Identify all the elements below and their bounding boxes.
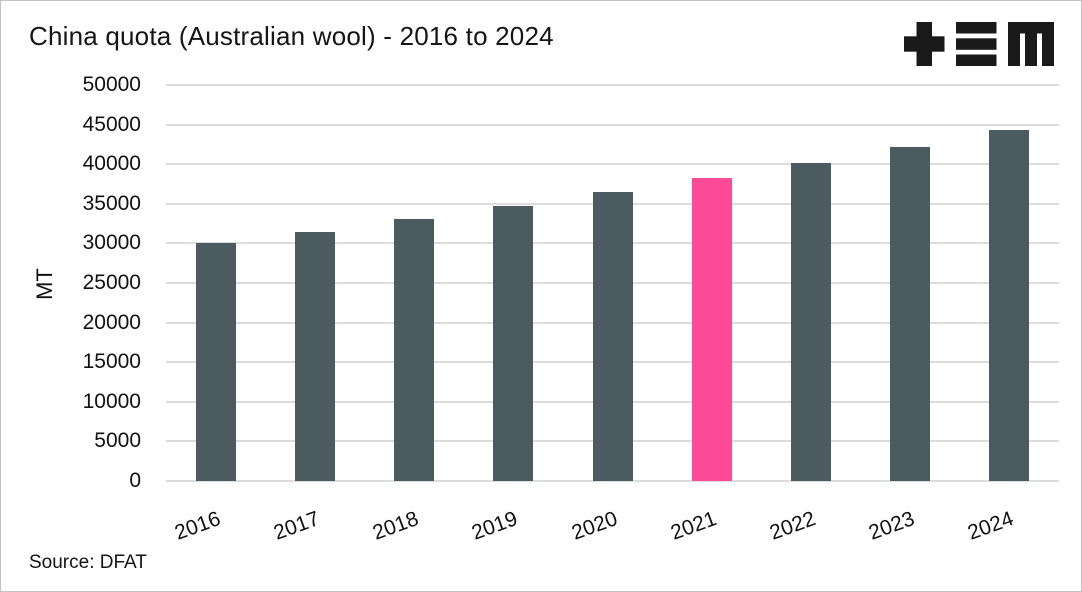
y-tick-label: 40000	[82, 152, 141, 176]
x-tick-label: 2023	[865, 507, 918, 545]
gridline	[166, 163, 1059, 166]
bar-2016	[195, 243, 236, 481]
y-tick-label: 10000	[82, 389, 141, 413]
equals-icon	[956, 22, 997, 66]
bar-2021	[691, 177, 732, 481]
bar-2023	[890, 146, 931, 481]
bar-2024	[989, 129, 1030, 481]
y-tick-label: 35000	[82, 191, 141, 215]
y-tick-label: 30000	[82, 231, 141, 255]
bar-2018	[394, 219, 435, 481]
gridline	[166, 84, 1059, 86]
x-tick-label: 2019	[469, 507, 521, 545]
bar-2022	[790, 162, 831, 481]
y-tick-label: 20000	[82, 310, 141, 334]
x-tick-label: 2020	[568, 507, 621, 545]
x-tick-label: 2018	[369, 507, 422, 545]
gridline	[166, 123, 1059, 126]
bar-2019	[493, 205, 534, 481]
x-tick-label: 2021	[667, 507, 720, 545]
y-tick-label: 25000	[82, 271, 141, 294]
gridline	[166, 480, 1059, 482]
bar-2020	[592, 192, 633, 481]
plus-icon	[904, 22, 945, 66]
x-tick-label: 2017	[270, 507, 323, 545]
y-tick-label: 45000	[82, 112, 141, 136]
y-tick-label: 0	[129, 469, 141, 492]
source-note: Source: DFAT	[29, 552, 147, 573]
chart-title: China quota (Australian wool) - 2016 to …	[29, 21, 554, 51]
tem-logo-icon	[904, 22, 1054, 66]
m-icon	[1008, 22, 1054, 66]
y-axis-label: MT	[32, 268, 57, 300]
bar-2017	[294, 231, 335, 481]
y-tick-label: 5000	[94, 429, 141, 453]
y-tick-label: 50000	[82, 73, 141, 96]
x-tick-label: 2022	[766, 507, 819, 545]
x-tick-label: 2024	[965, 507, 1017, 545]
x-tick-label: 2016	[171, 507, 224, 545]
y-tick-label: 15000	[82, 350, 141, 374]
